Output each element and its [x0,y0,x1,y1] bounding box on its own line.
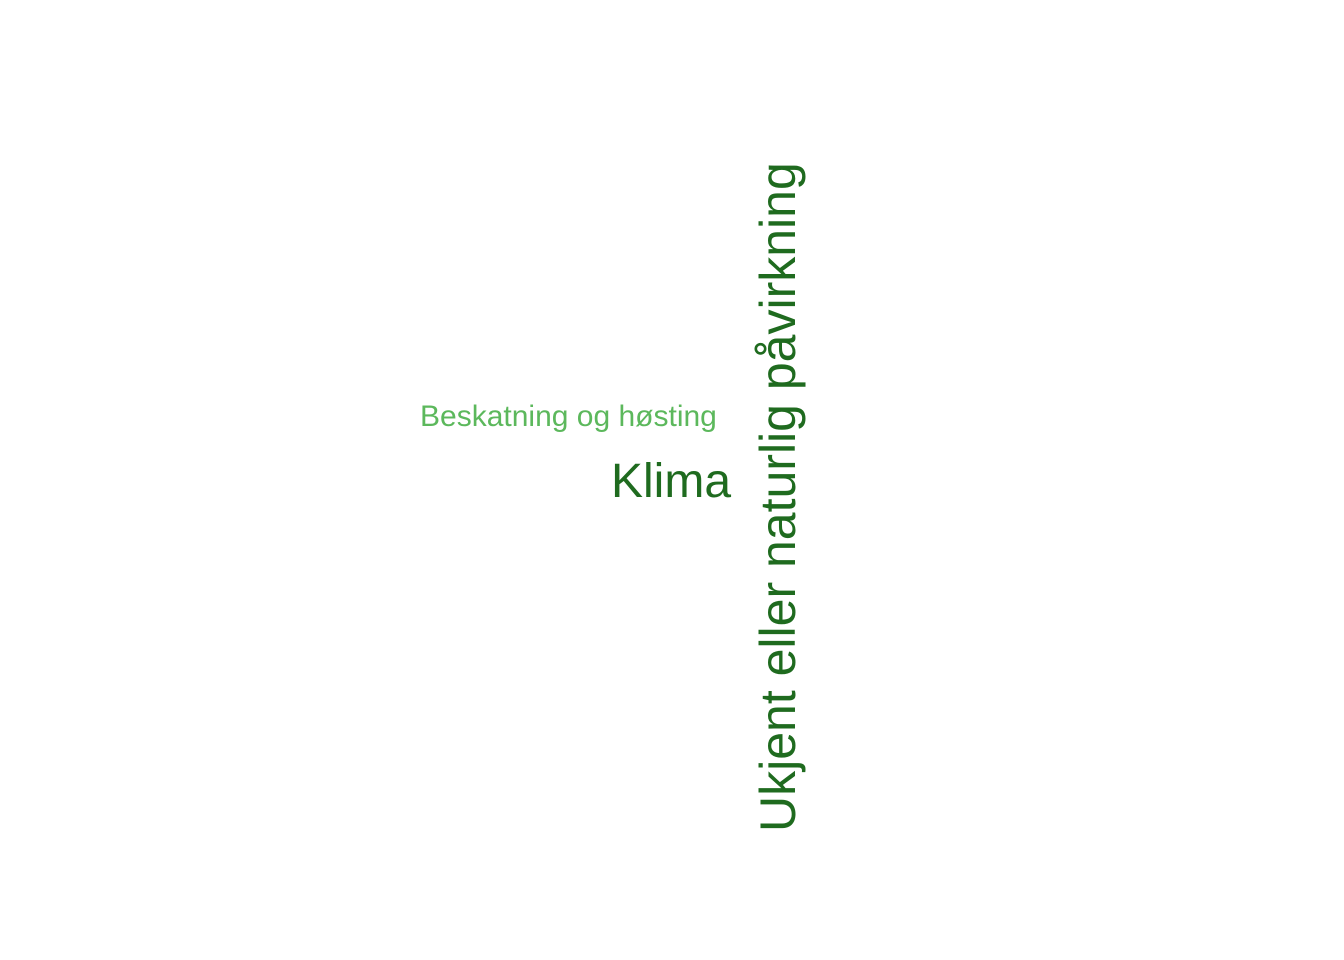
word-beskatning-og-hosting: Beskatning og høsting [420,400,717,433]
word-klima: Klima [611,455,732,508]
word-ukjent-eller-naturlig-pavirkning: Ukjent eller naturlig påvirkning [750,162,806,832]
